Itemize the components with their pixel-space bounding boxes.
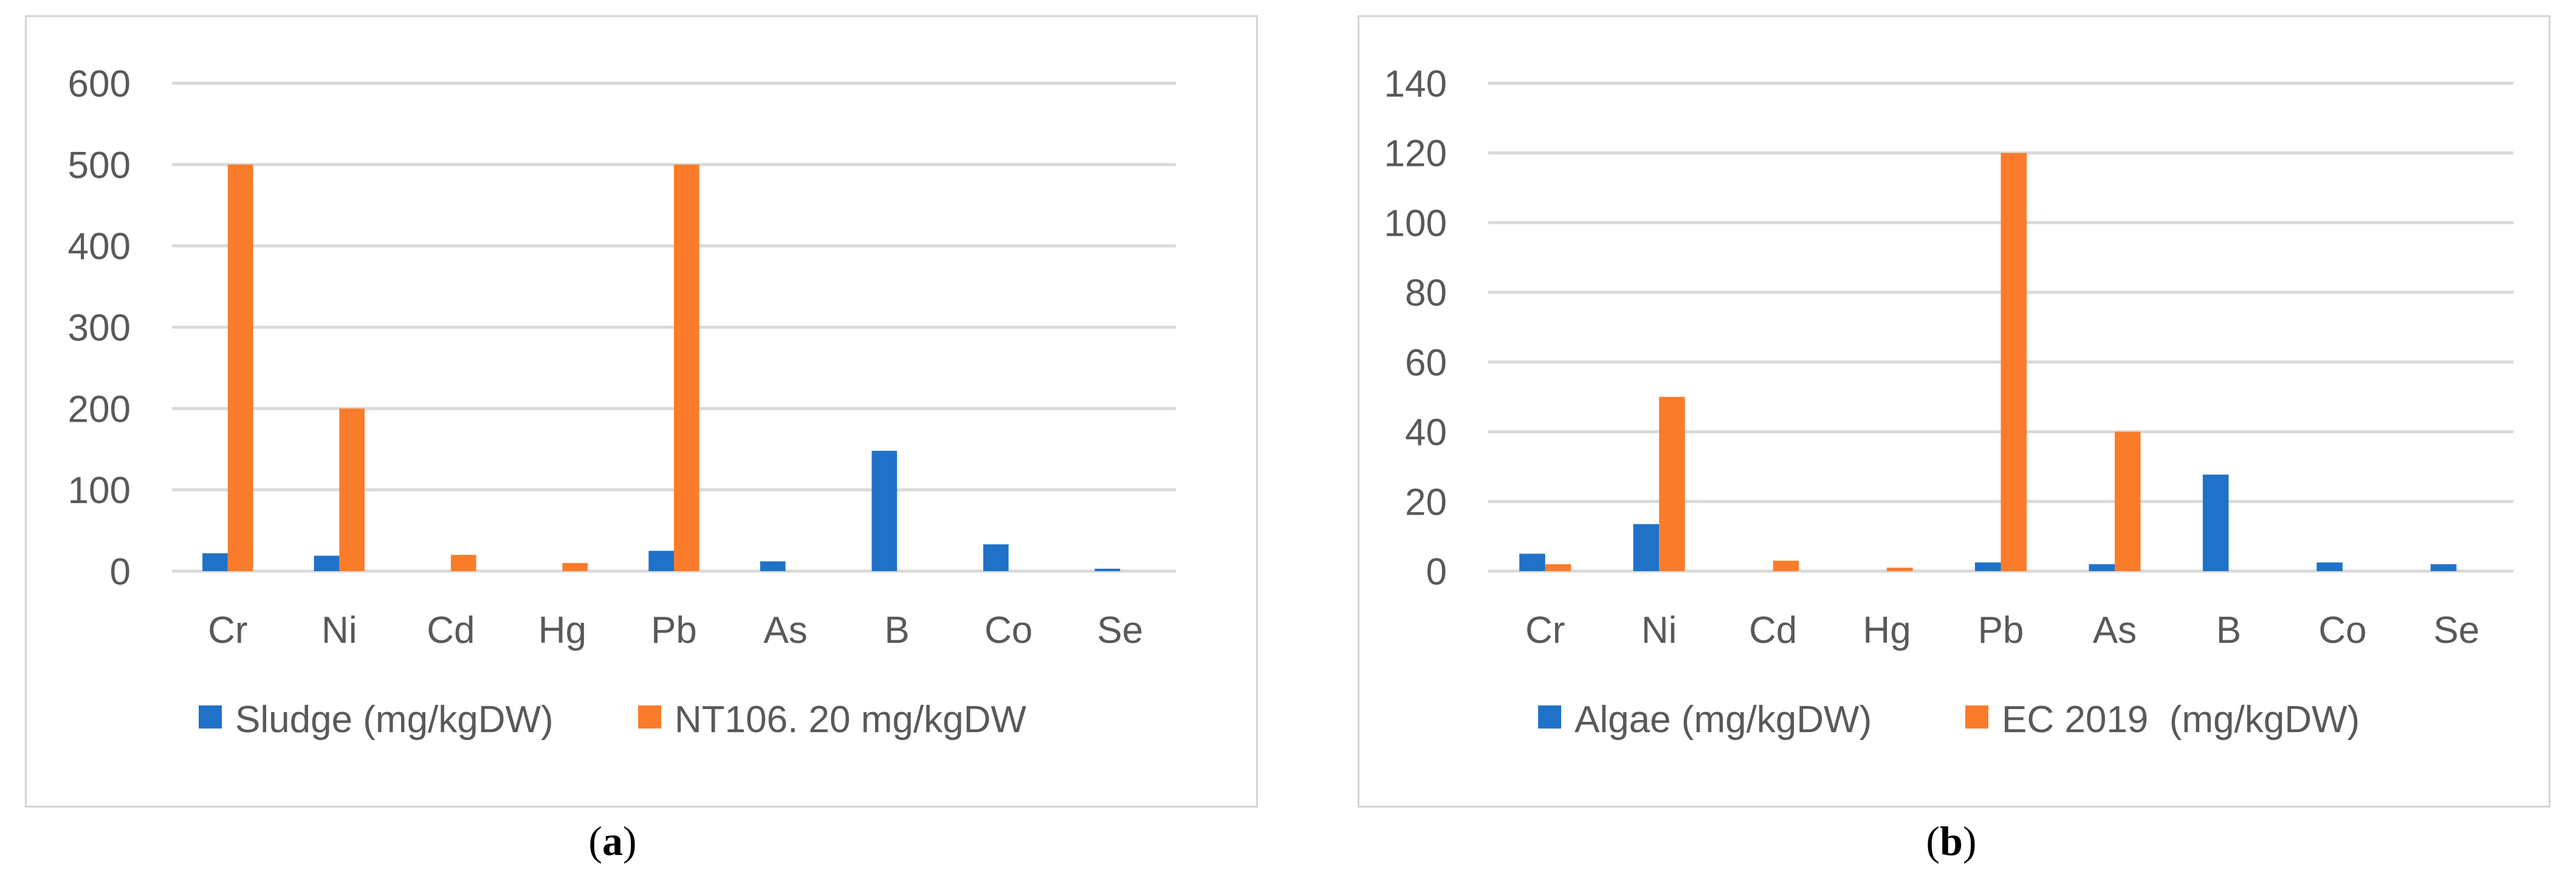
x-tick-label-b: Ni	[1641, 609, 1677, 651]
y-tick-label-b: 100	[1384, 202, 1447, 244]
bar-series1-a	[1094, 568, 1121, 571]
chart-panel-b: 0 20 40 60 80 100 120 140 Cr Ni Cd Hg Pb As B Co Se Algae…	[1288, 0, 2576, 895]
x-tick-label-a: Se	[1097, 609, 1143, 651]
bar-series1-b	[2317, 562, 2343, 571]
y-tick-label-b: 60	[1405, 342, 1447, 384]
caption-b-close: )	[1962, 818, 1977, 864]
bar-series2-b	[1887, 568, 1913, 571]
caption-a-letter: a	[602, 818, 623, 864]
y-tick-label-a: 600	[68, 63, 131, 105]
legend-label-a: NT106. 20 mg/kgDW	[675, 699, 1026, 741]
bar-series1-a	[760, 561, 786, 571]
x-tick-label-b: Co	[2318, 609, 2366, 651]
y-tick-label-a: 500	[68, 145, 131, 187]
legend-label-b: EC 2019 (mg/kgDW)	[2002, 699, 2360, 741]
caption-a-close: )	[623, 818, 637, 864]
y-tick-label-b: 140	[1384, 63, 1447, 105]
y-tick-label-a: 300	[68, 307, 131, 349]
caption-b: (b)	[1860, 817, 2042, 865]
legend-swatch-a	[638, 705, 661, 729]
caption-a: (a)	[521, 817, 704, 865]
bar-series1-a	[648, 550, 674, 571]
bar-series1-b	[1519, 554, 1545, 571]
bar-series1-b	[1633, 524, 1660, 571]
bar-series2-a	[562, 563, 588, 571]
x-tick-label-a: Hg	[538, 609, 586, 651]
x-tick-label-b: Cd	[1749, 609, 1797, 651]
bar-chart-b: 0 20 40 60 80 100 120 140 Cr Ni Cd Hg Pb As B Co Se Algae…	[1384, 63, 2513, 741]
legend-swatch-b	[1538, 705, 1561, 729]
y-tick-label-b: 120	[1384, 133, 1447, 175]
x-tick-label-b: Pb	[1978, 609, 2024, 651]
bar-series2-b	[1659, 397, 1685, 571]
bar-series1-a	[202, 553, 228, 571]
x-tick-label-b: Se	[2433, 609, 2479, 651]
y-tick-label-a: 0	[110, 551, 131, 593]
x-tick-label-b: B	[2216, 609, 2241, 651]
y-tick-label-a: 100	[68, 470, 131, 512]
bar-series2-a	[227, 164, 253, 571]
legend-swatch-a	[199, 705, 222, 729]
legend-label-a: Sludge (mg/kgDW)	[235, 699, 554, 741]
caption-b-open: (	[1926, 818, 1940, 864]
bar-series2-b	[1773, 560, 1799, 571]
y-tick-label-b: 0	[1426, 551, 1447, 593]
x-tick-label-a: As	[763, 609, 807, 651]
x-tick-label-a: Co	[984, 609, 1032, 651]
y-tick-label-b: 40	[1405, 412, 1447, 454]
bar-series2-b	[1545, 564, 1571, 571]
bar-series2-a	[450, 555, 476, 571]
bar-series2-a	[339, 408, 365, 571]
bar-series1-b	[2430, 564, 2457, 571]
caption-b-letter: b	[1940, 818, 1963, 864]
bar-series1-a	[871, 450, 898, 571]
legend-label-b: Algae (mg/kgDW)	[1575, 699, 1872, 741]
chart-panel-a: 0 100 200 300 400 500 600 Cr Ni Cd Hg Pb As B Co Se Slud…	[25, 15, 1258, 865]
x-tick-label-b: Hg	[1863, 609, 1911, 651]
bar-series1-a	[983, 544, 1009, 571]
bar-series1-b	[1974, 562, 2001, 571]
y-tick-label-a: 400	[68, 226, 131, 268]
legend-swatch-b	[1965, 705, 1988, 729]
x-tick-label-b: As	[2093, 609, 2137, 651]
bar-series2-a	[674, 164, 699, 571]
x-tick-label-a: Cr	[208, 609, 247, 651]
bar-chart-a: 0 100 200 300 400 500 600 Cr Ni Cd Hg Pb As B Co Se Slud…	[68, 63, 1176, 741]
bar-series2-b	[2114, 431, 2141, 571]
caption-a-open: (	[588, 818, 602, 864]
bar-series2-b	[2001, 153, 2027, 571]
y-tick-label-b: 80	[1405, 272, 1447, 314]
x-tick-label-a: Pb	[651, 609, 697, 651]
y-tick-label-a: 200	[68, 388, 131, 430]
x-tick-label-b: Cr	[1525, 609, 1565, 651]
x-tick-label-a: B	[884, 609, 909, 651]
y-tick-label-b: 20	[1405, 481, 1447, 523]
x-tick-label-a: Ni	[321, 609, 357, 651]
bar-series1-a	[314, 555, 340, 571]
bar-series1-b	[2202, 475, 2229, 571]
bar-series1-b	[2089, 564, 2115, 571]
chart-frame-b	[1358, 15, 2550, 808]
x-tick-label-a: Cd	[427, 609, 475, 651]
